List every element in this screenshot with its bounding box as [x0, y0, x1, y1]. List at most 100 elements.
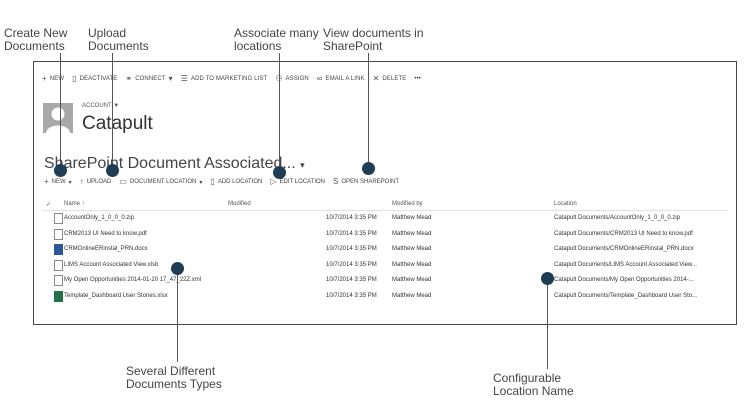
cell-modified: 10/7/2014 3:35 PM: [326, 215, 377, 221]
table-row[interactable]: AccountOnly_1_0_0_0.zip 10/7/2014 3:35 PM…: [42, 212, 728, 226]
assign-label: ASSIGN: [285, 76, 309, 82]
marker-location: [541, 272, 554, 285]
leader-line-new: [60, 53, 61, 173]
callout-upload-documents: Upload Documents: [88, 27, 149, 53]
chevron-down-icon: ▾: [168, 74, 173, 83]
new-document-label: NEW: [51, 179, 66, 185]
cell-modified-by: Matthew Mead: [392, 230, 432, 237]
column-header-modified[interactable]: Modified: [228, 201, 251, 207]
document-location-button[interactable]: ▭ DOCUMENT LOCATION ▾: [119, 178, 202, 186]
table-row[interactable]: CRM2013 UI Need to know.pdf 10/7/2014 3:3…: [42, 228, 728, 242]
callout-line: Several Different Documents Types: [126, 364, 222, 391]
callout-line: Configurable Location Name: [493, 371, 574, 398]
link-icon: ∞: [316, 74, 323, 83]
cell-modified: 10/7/2014 3:35 PM: [326, 261, 377, 268]
sharepoint-icon: S: [332, 177, 339, 186]
callout-document-types: Several Different Documents Types: [126, 365, 222, 391]
column-header-location[interactable]: Location: [554, 201, 577, 207]
document-location-label: DOCUMENT LOCATION: [129, 179, 197, 185]
column-header-name[interactable]: Name ↑: [64, 201, 85, 207]
edit-location-label: EDIT LOCATION: [279, 179, 325, 185]
cell-modified: 10/7/2014 3:35 PM: [326, 230, 377, 237]
leader-line-document-types: [177, 269, 178, 362]
upload-label: UPLOAD: [86, 179, 112, 185]
add-location-button[interactable]: ▯ ADD LOCATION: [210, 178, 262, 186]
deactivate-label: DEACTIVATE: [79, 76, 118, 82]
command-bar: + NEW ▯ DEACTIVATE ⚭ CONNECT ▾ ☰ ADD TO MARKE…: [42, 72, 421, 86]
cell-name[interactable]: My Open Opportunities 2014-01-20 17_47_2…: [64, 277, 202, 283]
email-a-link-button[interactable]: ∞ EMAIL A LINK: [317, 75, 365, 83]
connect-button[interactable]: ⚭ CONNECT ▾: [125, 75, 172, 83]
cell-name[interactable]: CRMOnlineERinstal_PRN.docx: [64, 246, 148, 252]
file-icon: [54, 228, 63, 240]
plus-icon: +: [44, 177, 49, 186]
delete-label: DELETE: [382, 76, 407, 82]
cell-modified: 10/7/2014 3:35 PM: [326, 292, 377, 299]
callout-create-new-documents: Create New Documents: [4, 27, 67, 53]
file-icon: [54, 213, 63, 224]
file-icon: [54, 275, 63, 286]
table-row[interactable]: Template_Dashboard User Stories.xlsx 10/7…: [42, 290, 728, 304]
deactivate-button[interactable]: ▯ DEACTIVATE: [72, 75, 117, 83]
cell-location: Catapult Documents/Template_Dashboard Us…: [554, 292, 698, 299]
more-label: •••: [414, 76, 421, 82]
email-a-link-label: EMAIL A LINK: [325, 76, 365, 82]
cell-modified: 10/7/2014 3:35 PM: [326, 277, 377, 283]
new-label: NEW: [49, 76, 65, 82]
cell-name[interactable]: Template_Dashboard User Stories.xlsx: [64, 292, 168, 299]
cell-modified: 10/7/2014 3:35 PM: [326, 246, 377, 252]
cell-name[interactable]: LIMS Account Associated View.xlsb: [64, 261, 159, 268]
more-commands-button[interactable]: •••: [414, 76, 421, 82]
cell-name[interactable]: CRM2013 UI Need to know.pdf: [64, 230, 147, 237]
connect-label: CONNECT: [135, 76, 166, 82]
open-sharepoint-label: OPEN SHAREPOINT: [341, 179, 400, 185]
add-location-label: ADD LOCATION: [217, 179, 263, 185]
assign-icon: ⚇: [275, 75, 282, 83]
record-name: Catapult: [82, 113, 153, 134]
add-to-marketing-list-label: ADD TO MARKETING LIST: [191, 76, 268, 82]
new-document-button[interactable]: + NEW ▾: [44, 178, 72, 186]
document-command-bar: + NEW ▾ ↑ UPLOAD ▭ DOCUMENT LOCATION ▾ ▯ ADD L…: [44, 178, 399, 186]
cell-modified-by: Matthew Mead: [392, 277, 432, 283]
select-all-checkbox[interactable]: ✓: [46, 202, 52, 208]
assign-button[interactable]: ⚇ASSIGN: [275, 75, 309, 83]
add-to-marketing-list-button[interactable]: ☰ ADD TO MARKETING LIST: [181, 75, 268, 83]
add-location-icon: ▯: [210, 177, 215, 186]
callout-line: View documents in SharePoint: [323, 26, 424, 53]
record-type-text: ACCOUNT: [82, 103, 112, 109]
people-icon: ⚭: [125, 74, 133, 83]
list-icon: ☰: [180, 74, 188, 83]
cell-modified-by: Matthew Mead: [392, 292, 432, 299]
callout-location-name: Configurable Location Name: [493, 372, 574, 398]
plus-icon: +: [42, 74, 47, 83]
cell-location: Catapult Documents/My Open Opportunities…: [554, 277, 694, 283]
crm-form-screenshot: + NEW ▯ DEACTIVATE ⚭ CONNECT ▾ ☰ ADD TO MARKE…: [33, 61, 737, 325]
chevron-down-icon: ▾: [68, 179, 72, 186]
excel-file-icon: [54, 290, 63, 302]
new-record-button[interactable]: + NEW: [42, 75, 64, 83]
record-type-label[interactable]: ACCOUNT ▼: [82, 103, 119, 109]
cell-location: Catapult Documents/LIMS Account Associat…: [554, 261, 697, 268]
delete-button[interactable]: ✕ DELETE: [373, 75, 407, 83]
upload-icon: ↑: [79, 177, 84, 186]
cell-modified-by: Matthew Mead: [392, 215, 432, 221]
leader-line-location: [547, 279, 548, 369]
column-header-modified-by[interactable]: Modified by: [392, 201, 423, 207]
cell-name[interactable]: AccountOnly_1_0_0_0.zip: [64, 215, 135, 221]
table-row[interactable]: My Open Opportunities 2014-01-20 17_47_2…: [42, 274, 728, 288]
table-row[interactable]: CRMOnlineERinstal_PRN.docx 10/7/2014 3:35…: [42, 243, 728, 257]
avatar: [43, 103, 73, 133]
callout-line: Create New Documents: [4, 26, 68, 53]
view-title[interactable]: SharePoint Document Associated... ▾: [44, 155, 305, 173]
marker-open-sharepoint: [362, 162, 375, 175]
cell-modified-by: Matthew Mead: [392, 246, 432, 252]
close-icon: ✕: [372, 74, 380, 83]
word-file-icon: [54, 244, 63, 255]
upload-button[interactable]: ↑ UPLOAD: [80, 178, 112, 186]
open-sharepoint-button[interactable]: S OPEN SHAREPOINT: [333, 178, 399, 186]
grid-header: ✓ Name ↑ Modified Modified by Location: [42, 198, 728, 211]
leader-line-upload: [112, 53, 113, 173]
edit-location-button[interactable]: ▷ EDIT LOCATION: [270, 178, 325, 186]
table-row[interactable]: LIMS Account Associated View.xlsb 10/7/20…: [42, 259, 728, 273]
leader-line-add-location: [279, 53, 280, 173]
